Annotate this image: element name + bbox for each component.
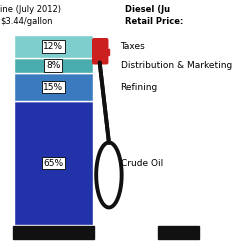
Text: 65%: 65%	[43, 159, 63, 168]
Bar	[14, 102, 93, 225]
Bar	[14, 35, 93, 58]
Text: ine (July 2012)
$3.44/gallon: ine (July 2012) $3.44/gallon	[0, 5, 61, 26]
Text: 8%: 8%	[46, 61, 60, 70]
Text: Crude Oil: Crude Oil	[120, 159, 163, 168]
Text: Refining: Refining	[120, 83, 158, 92]
FancyBboxPatch shape	[92, 38, 108, 64]
Text: 15%: 15%	[43, 83, 63, 92]
Text: Taxes: Taxes	[120, 42, 145, 51]
Bar	[14, 73, 93, 102]
Bar	[158, 226, 199, 239]
Bar	[13, 226, 94, 239]
Text: Distribution & Marketing: Distribution & Marketing	[120, 61, 232, 70]
Text: Diesel (Ju
Retail Price:: Diesel (Ju Retail Price:	[125, 5, 184, 26]
Bar	[103, 50, 109, 55]
Text: 12%: 12%	[43, 42, 63, 51]
Bar	[14, 58, 93, 73]
